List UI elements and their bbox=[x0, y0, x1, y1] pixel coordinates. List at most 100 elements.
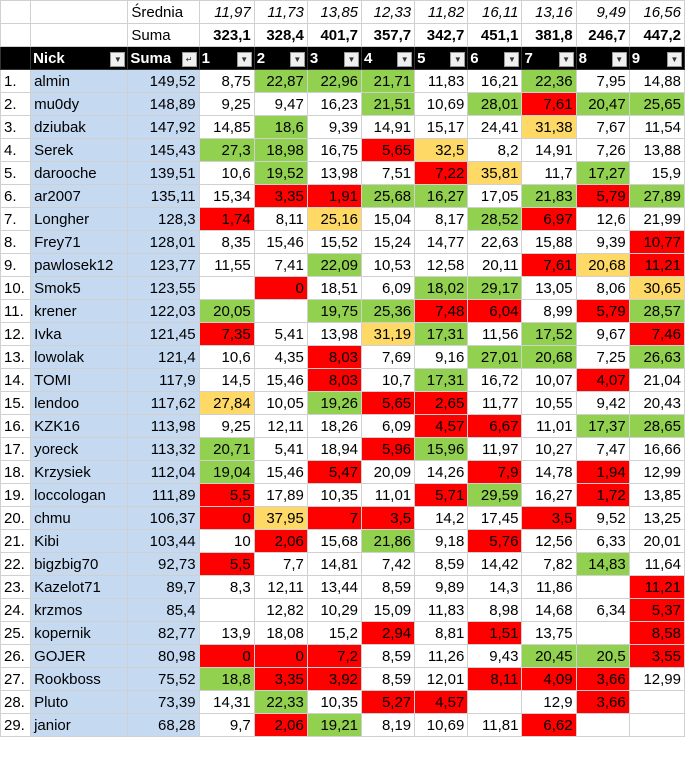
stats-value[interactable]: 11,97 bbox=[198, 0, 255, 24]
suma-cell[interactable]: 112,04 bbox=[127, 460, 200, 484]
suma-cell[interactable]: 128,3 bbox=[127, 207, 200, 231]
score-cell[interactable]: 8,03 bbox=[306, 368, 363, 392]
score-cell[interactable]: 14,77 bbox=[414, 230, 469, 254]
score-cell[interactable]: 22,63 bbox=[467, 230, 523, 254]
score-cell[interactable]: 0 bbox=[253, 276, 308, 300]
score-cell[interactable]: 14,3 bbox=[467, 575, 523, 599]
score-cell[interactable] bbox=[628, 713, 685, 737]
stats-label[interactable]: Suma bbox=[127, 23, 200, 47]
score-cell[interactable]: 21,04 bbox=[628, 368, 685, 392]
stats-value[interactable]: 16,56 bbox=[628, 0, 685, 24]
suma-cell[interactable]: 80,98 bbox=[127, 644, 200, 668]
suma-cell[interactable]: 123,77 bbox=[127, 253, 200, 277]
score-cell[interactable]: 4,57 bbox=[414, 690, 469, 714]
score-cell[interactable]: 7,51 bbox=[361, 161, 416, 185]
score-cell[interactable]: 15,46 bbox=[253, 368, 308, 392]
rank-cell[interactable]: 12. bbox=[0, 322, 32, 346]
score-cell[interactable]: 31,38 bbox=[521, 115, 577, 139]
score-cell[interactable]: 8,59 bbox=[361, 644, 416, 668]
score-cell[interactable]: 12,56 bbox=[521, 529, 577, 553]
score-cell[interactable]: 10,77 bbox=[628, 230, 685, 254]
rank-cell[interactable]: 19. bbox=[0, 483, 32, 507]
score-cell[interactable]: 12,99 bbox=[628, 460, 685, 484]
score-cell[interactable]: 22,87 bbox=[253, 69, 308, 93]
score-cell[interactable]: 17,31 bbox=[414, 368, 469, 392]
score-cell[interactable]: 17,89 bbox=[253, 483, 308, 507]
nick-cell[interactable]: Krzysiek bbox=[30, 460, 129, 484]
score-cell[interactable]: 28,57 bbox=[628, 299, 685, 323]
score-cell[interactable]: 15,88 bbox=[521, 230, 577, 254]
score-cell[interactable]: 8,19 bbox=[361, 713, 416, 737]
score-cell[interactable]: 1,91 bbox=[306, 184, 363, 208]
score-cell[interactable]: 14,85 bbox=[198, 115, 255, 139]
nick-cell[interactable]: yoreck bbox=[30, 437, 129, 461]
score-cell[interactable]: 11,01 bbox=[521, 414, 577, 438]
score-cell[interactable]: 8,03 bbox=[306, 345, 363, 369]
score-cell[interactable]: 10,55 bbox=[521, 391, 577, 415]
score-cell[interactable]: 16,72 bbox=[467, 368, 523, 392]
score-cell[interactable]: 5,47 bbox=[306, 460, 363, 484]
score-cell[interactable]: 25,65 bbox=[628, 92, 685, 116]
suma-cell[interactable]: 68,28 bbox=[127, 713, 200, 737]
sort-descending-icon[interactable]: ↵ bbox=[181, 51, 197, 67]
rank-cell[interactable]: 6. bbox=[0, 184, 32, 208]
score-cell[interactable]: 29,17 bbox=[467, 276, 523, 300]
header-round[interactable]: 8 ▼ bbox=[575, 46, 630, 70]
score-cell[interactable]: 0 bbox=[253, 644, 308, 668]
score-cell[interactable]: 19,75 bbox=[306, 299, 363, 323]
score-cell[interactable]: 7,42 bbox=[361, 552, 416, 576]
score-cell[interactable]: 7,7 bbox=[253, 552, 308, 576]
score-cell[interactable]: 10,35 bbox=[306, 483, 363, 507]
score-cell[interactable]: 13,98 bbox=[306, 322, 363, 346]
score-cell[interactable]: 22,96 bbox=[306, 69, 363, 93]
score-cell[interactable]: 7,26 bbox=[575, 138, 630, 162]
nick-cell[interactable]: almin bbox=[30, 69, 129, 93]
score-cell[interactable]: 26,63 bbox=[628, 345, 685, 369]
stats-value[interactable]: 12,33 bbox=[361, 0, 416, 24]
suma-cell[interactable]: 147,92 bbox=[127, 115, 200, 139]
score-cell[interactable]: 17,27 bbox=[575, 161, 630, 185]
nick-cell[interactable]: janior bbox=[30, 713, 129, 737]
score-cell[interactable]: 11,56 bbox=[467, 322, 523, 346]
score-cell[interactable]: 14,68 bbox=[521, 598, 577, 622]
score-cell[interactable]: 9,67 bbox=[575, 322, 630, 346]
score-cell[interactable]: 14,5 bbox=[198, 368, 255, 392]
dropdown-arrow-icon[interactable]: ▼ bbox=[236, 51, 252, 67]
score-cell[interactable]: 9,25 bbox=[198, 414, 255, 438]
nick-cell[interactable]: krener bbox=[30, 299, 129, 323]
score-cell[interactable]: 14,91 bbox=[361, 115, 416, 139]
score-cell[interactable]: 4,07 bbox=[575, 368, 630, 392]
score-cell[interactable]: 17,37 bbox=[575, 414, 630, 438]
stats-value[interactable]: 323,1 bbox=[198, 23, 255, 47]
suma-cell[interactable]: 121,45 bbox=[127, 322, 200, 346]
score-cell[interactable]: 4,09 bbox=[521, 667, 577, 691]
score-cell[interactable]: 13,75 bbox=[521, 621, 577, 645]
score-cell[interactable]: 20,05 bbox=[198, 299, 255, 323]
score-cell[interactable]: 8,11 bbox=[253, 207, 308, 231]
suma-cell[interactable]: 106,37 bbox=[127, 506, 200, 530]
score-cell[interactable]: 11,86 bbox=[521, 575, 577, 599]
score-cell[interactable]: 5,5 bbox=[198, 552, 255, 576]
rank-cell[interactable]: 28. bbox=[0, 690, 32, 714]
nick-cell[interactable]: pawlosek12 bbox=[30, 253, 129, 277]
score-cell[interactable]: 12,99 bbox=[628, 667, 685, 691]
score-cell[interactable]: 19,21 bbox=[306, 713, 363, 737]
rank-cell[interactable]: 2. bbox=[0, 92, 32, 116]
score-cell[interactable]: 7,41 bbox=[253, 253, 308, 277]
nick-cell[interactable]: mu0dy bbox=[30, 92, 129, 116]
score-cell[interactable]: 15,68 bbox=[306, 529, 363, 553]
score-cell[interactable]: 5,5 bbox=[198, 483, 255, 507]
suma-cell[interactable]: 75,52 bbox=[127, 667, 200, 691]
score-cell[interactable]: 30,65 bbox=[628, 276, 685, 300]
score-cell[interactable]: 18,51 bbox=[306, 276, 363, 300]
score-cell[interactable]: 18,8 bbox=[198, 667, 255, 691]
score-cell[interactable]: 16,23 bbox=[306, 92, 363, 116]
nick-cell[interactable]: dziubak bbox=[30, 115, 129, 139]
score-cell[interactable]: 6,67 bbox=[467, 414, 523, 438]
stats-value[interactable]: 246,7 bbox=[575, 23, 630, 47]
score-cell[interactable]: 2,06 bbox=[253, 713, 308, 737]
nick-cell[interactable]: kopernik bbox=[30, 621, 129, 645]
rank-cell[interactable]: 18. bbox=[0, 460, 32, 484]
stats-value[interactable]: 447,2 bbox=[628, 23, 685, 47]
empty-cell[interactable] bbox=[30, 0, 129, 24]
